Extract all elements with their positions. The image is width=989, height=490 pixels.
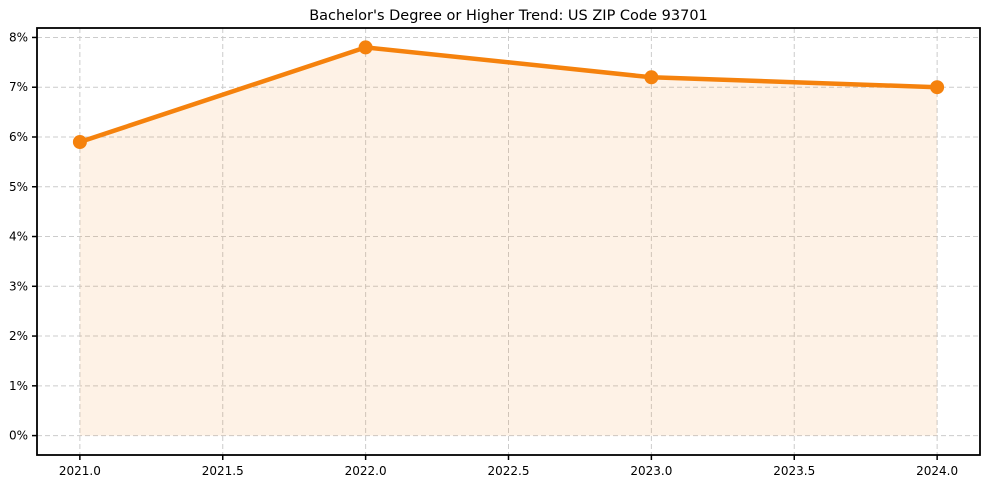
y-tick-label: 5% [9, 180, 28, 194]
x-tick-label: 2022.5 [488, 464, 530, 478]
chart-title: Bachelor's Degree or Higher Trend: US ZI… [309, 8, 708, 24]
x-tick-label: 2021.0 [59, 464, 101, 478]
axis-ticks: 0% 1% 2% 3% 4% 5% 6% 7% 8% 2021.0 2021.5 2022.0 2022… [9, 30, 958, 478]
data-point [72, 135, 87, 149]
data-point [644, 70, 659, 85]
x-tick-label: 2024.0 [916, 464, 958, 478]
y-tick-label: 8% [9, 30, 28, 44]
data-point [930, 80, 945, 95]
gridlines [37, 28, 980, 455]
y-tick-label: 3% [9, 279, 28, 293]
data-point [358, 40, 373, 55]
x-tick-label: 2023.5 [773, 464, 815, 478]
y-tick-label: 6% [9, 130, 28, 144]
area-fill [79, 47, 938, 436]
x-tick-label: 2022.0 [345, 464, 387, 478]
y-tick-label: 0% [9, 429, 28, 443]
y-tick-label: 2% [9, 329, 28, 343]
y-tick-label: 4% [9, 230, 28, 244]
y-tick-label: 7% [9, 80, 28, 94]
x-tick-label: 2021.5 [202, 464, 244, 478]
x-tick-label: 2023.0 [630, 464, 672, 478]
y-tick-label: 1% [9, 379, 28, 393]
trend-line [77, 45, 940, 145]
data-points [72, 40, 945, 149]
